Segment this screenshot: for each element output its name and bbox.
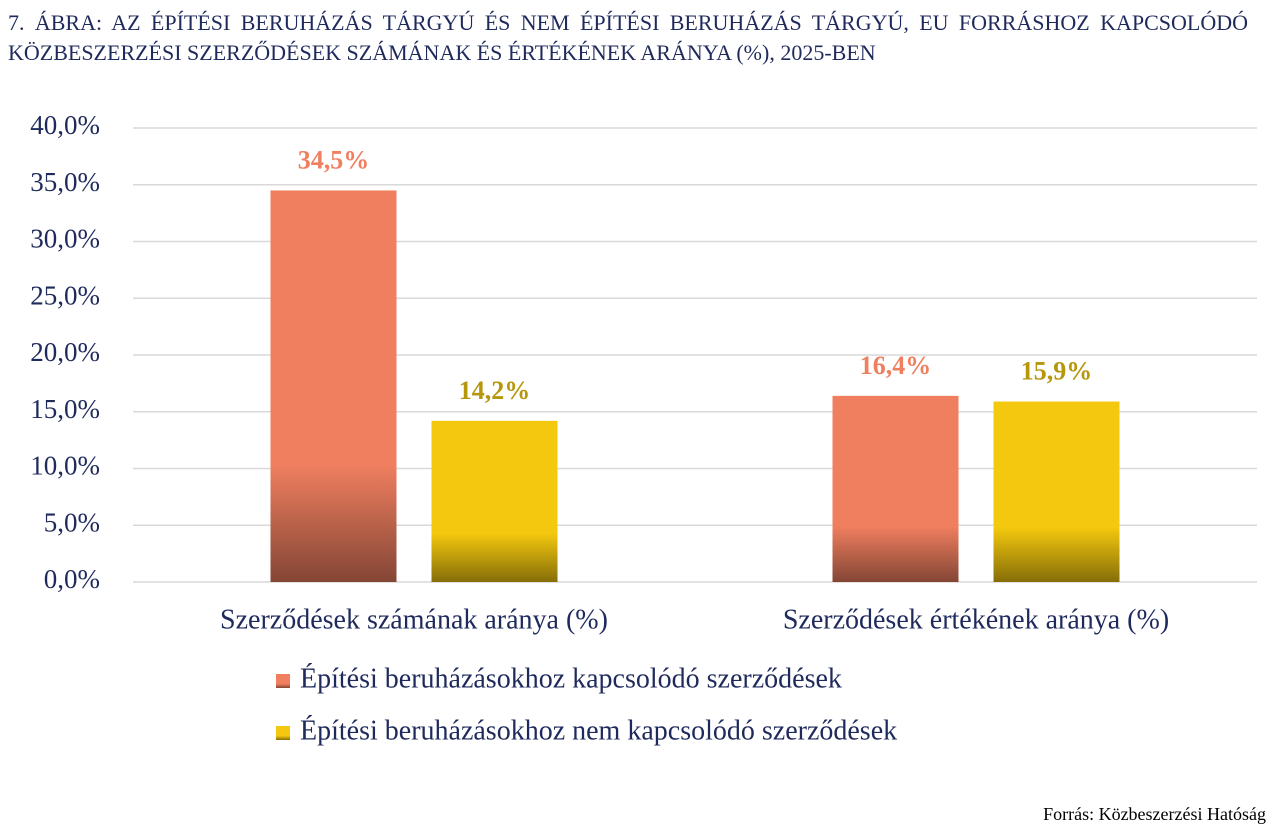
source: Forrás: Közbeszerzési Hatóság (1043, 804, 1266, 824)
y-tick-label: 35,0% (30, 167, 100, 197)
legend-swatch (276, 726, 290, 740)
chart-title: 7. ÁBRA: AZ ÉPÍTÉSI BERUHÁZÁS TÁRGYÚ ÉS … (8, 10, 1248, 65)
legend-label: Építési beruházásokhoz kapcsolódó szerző… (300, 663, 842, 694)
data-label: 34,5% (298, 145, 370, 174)
y-tick-label: 30,0% (30, 224, 100, 254)
x-tick-label: Szerződések értékének aránya (%) (783, 604, 1169, 635)
data-label: 16,4% (860, 351, 932, 380)
legend-label: Építési beruházásokhoz nem kapcsolódó sz… (300, 715, 897, 746)
y-tick-label: 20,0% (30, 337, 100, 367)
bar (431, 420, 558, 582)
data-label: 14,2% (459, 376, 531, 405)
x-tick-label: Szerződések számának aránya (%) (220, 604, 608, 635)
y-tick-label: 5,0% (44, 507, 100, 537)
bar (270, 190, 397, 583)
data-label: 15,9% (1021, 357, 1093, 386)
y-tick-label: 40,0% (30, 110, 100, 140)
bar (993, 401, 1120, 582)
bar (832, 395, 959, 582)
legend-swatch (276, 674, 290, 688)
y-tick-label: 10,0% (30, 451, 100, 481)
y-tick-label: 0,0% (44, 564, 100, 594)
y-tick-label: 15,0% (30, 394, 100, 424)
y-tick-label: 25,0% (30, 280, 100, 310)
